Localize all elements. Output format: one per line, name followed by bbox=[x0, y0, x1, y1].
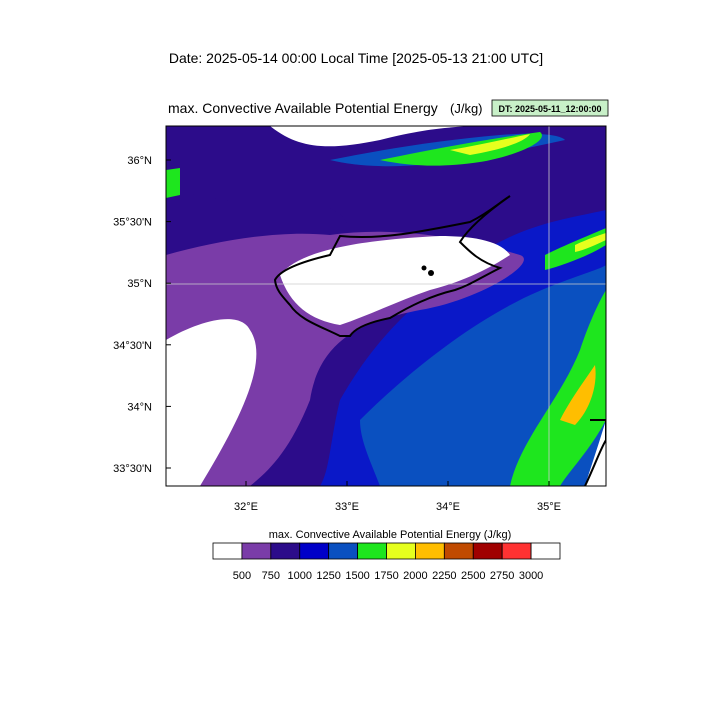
colorbar-box bbox=[241, 542, 272, 560]
colorbar-label: 1750 bbox=[374, 570, 398, 582]
colorbar-box bbox=[270, 542, 301, 560]
lat-tick-label: 33°30'N bbox=[113, 463, 152, 475]
colorbar-label: 750 bbox=[262, 570, 280, 582]
cape-field bbox=[166, 126, 606, 486]
colorbar-box bbox=[415, 542, 445, 560]
date-title: Date: 2025-05-14 00:00 Local Time [2025-… bbox=[169, 50, 543, 66]
colorbar-box bbox=[501, 542, 532, 560]
lat-tick-label: 36°N bbox=[127, 155, 152, 167]
lat-tick-label: 34°N bbox=[127, 401, 152, 413]
colorbar-label: 1000 bbox=[288, 570, 312, 582]
map-title: max. Convective Available Potential Ener… bbox=[168, 100, 438, 116]
lat-tick-label: 35°30'N bbox=[113, 217, 152, 229]
colorbar-box bbox=[357, 542, 387, 560]
map-frame bbox=[165, 125, 607, 487]
lat-tick-label: 35°N bbox=[127, 278, 152, 290]
lon-tick-label: 34°E bbox=[436, 501, 460, 513]
colorbar-label: 1250 bbox=[316, 570, 340, 582]
colorbar-label: 1500 bbox=[345, 570, 369, 582]
colorbar-title: max. Convective Available Potential Ener… bbox=[269, 529, 512, 541]
colorbar-label: 2500 bbox=[461, 570, 485, 582]
colorbar-label: 2000 bbox=[403, 570, 427, 582]
lon-tick-label: 33°E bbox=[335, 501, 359, 513]
map-units: (J/kg) bbox=[450, 101, 483, 116]
lon-tick-label: 32°E bbox=[234, 501, 258, 513]
colorbar-box bbox=[386, 542, 416, 560]
colorbar-box bbox=[212, 542, 243, 560]
dt-label: DT: 2025-05-11_12:00:00 bbox=[498, 104, 601, 114]
colorbar-label: 2750 bbox=[490, 570, 514, 582]
colorbar-label: 2250 bbox=[432, 570, 456, 582]
lon-tick-label: 35°E bbox=[537, 501, 561, 513]
colorbar-label: 500 bbox=[233, 570, 251, 582]
colorbar-box bbox=[472, 542, 503, 560]
colorbar-box bbox=[443, 542, 474, 560]
dt-box bbox=[491, 99, 609, 117]
colorbar-box bbox=[299, 542, 330, 560]
colorbar-box bbox=[530, 542, 561, 560]
lat-tick-label: 34°30'N bbox=[113, 340, 152, 352]
colorbar-box bbox=[328, 542, 358, 560]
colorbar-label: 3000 bbox=[519, 570, 543, 582]
